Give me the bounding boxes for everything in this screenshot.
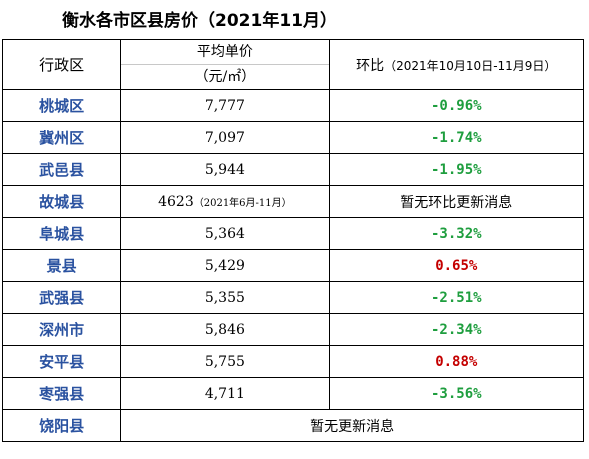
table-row: 饶阳县 暂无更新消息 bbox=[1, 409, 584, 442]
district-name: 冀州区 bbox=[1, 121, 122, 154]
housing-price-table: 行政区 平均单价 （元/㎡） 环比（2021年10月10日-11月9日） 桃城区… bbox=[1, 39, 585, 442]
table-row: 冀州区 7,097 -1.74% bbox=[1, 121, 585, 154]
page-title: 衡水各市区县房价（2021年11月） bbox=[62, 11, 337, 31]
header-change: 环比（2021年10月10日-11月9日） bbox=[328, 39, 585, 90]
average-price: 7,777 bbox=[120, 89, 330, 122]
table-row: 故城县 4623（2021年6月-11月） 暂无环比更新消息 bbox=[1, 185, 585, 218]
average-price: 5,364 bbox=[120, 217, 330, 250]
district-name: 饶阳县 bbox=[1, 409, 122, 442]
month-change: -3.32% bbox=[328, 217, 585, 250]
header-price-unit: （元/㎡） bbox=[194, 69, 256, 85]
table-row: 景县 5,429 0.65% bbox=[1, 249, 585, 282]
average-price: 4,711 bbox=[120, 377, 330, 410]
average-price: 5,355 bbox=[120, 281, 330, 314]
price-period-note: （2021年6月-11月） bbox=[193, 197, 292, 209]
district-name: 深州市 bbox=[1, 313, 122, 346]
district-name: 故城县 bbox=[1, 185, 122, 218]
table-header-row: 行政区 平均单价 （元/㎡） 环比（2021年10月10日-11月9日） bbox=[1, 39, 585, 90]
no-update-message: 暂无更新消息 bbox=[120, 409, 584, 442]
table-row: 武强县 5,355 -2.51% bbox=[1, 281, 585, 314]
average-price: 5,429 bbox=[120, 249, 330, 282]
district-name: 桃城区 bbox=[1, 89, 122, 122]
month-change: -1.95% bbox=[328, 153, 585, 186]
month-change: 暂无环比更新消息 bbox=[328, 185, 585, 218]
district-name: 武邑县 bbox=[1, 153, 122, 186]
month-change: 0.88% bbox=[328, 345, 585, 378]
header-price: 平均单价 （元/㎡） bbox=[120, 39, 330, 90]
month-change: -0.96% bbox=[328, 89, 585, 122]
month-change: -2.51% bbox=[328, 281, 585, 314]
district-name: 安平县 bbox=[1, 345, 122, 378]
average-price: 5,846 bbox=[120, 313, 330, 346]
header-price-label: 平均单价 bbox=[121, 41, 329, 65]
district-name: 武强县 bbox=[1, 281, 122, 314]
table-row: 深州市 5,846 -2.34% bbox=[1, 313, 585, 346]
month-change: -3.56% bbox=[328, 377, 585, 410]
month-change: -2.34% bbox=[328, 313, 585, 346]
district-name: 枣强县 bbox=[1, 377, 122, 410]
price-value: 4623 bbox=[158, 193, 194, 210]
header-district: 行政区 bbox=[1, 39, 122, 90]
month-change: -1.74% bbox=[328, 121, 585, 154]
month-change: 0.65% bbox=[328, 249, 585, 282]
district-name: 景县 bbox=[1, 249, 122, 282]
table-row: 安平县 5,755 0.88% bbox=[1, 345, 585, 378]
table-row: 桃城区 7,777 -0.96% bbox=[1, 89, 585, 122]
average-price: 7,097 bbox=[120, 121, 330, 154]
header-change-label: 环比 bbox=[356, 57, 385, 74]
average-price: 5,944 bbox=[120, 153, 330, 186]
average-price: 4623（2021年6月-11月） bbox=[120, 185, 330, 218]
header-change-period: （2021年10月10日-11月9日） bbox=[384, 58, 557, 73]
table-row: 武邑县 5,944 -1.95% bbox=[1, 153, 585, 186]
table-row: 枣强县 4,711 -3.56% bbox=[1, 377, 585, 410]
average-price: 5,755 bbox=[120, 345, 330, 378]
district-name: 阜城县 bbox=[1, 217, 122, 250]
table-row: 阜城县 5,364 -3.32% bbox=[1, 217, 585, 250]
